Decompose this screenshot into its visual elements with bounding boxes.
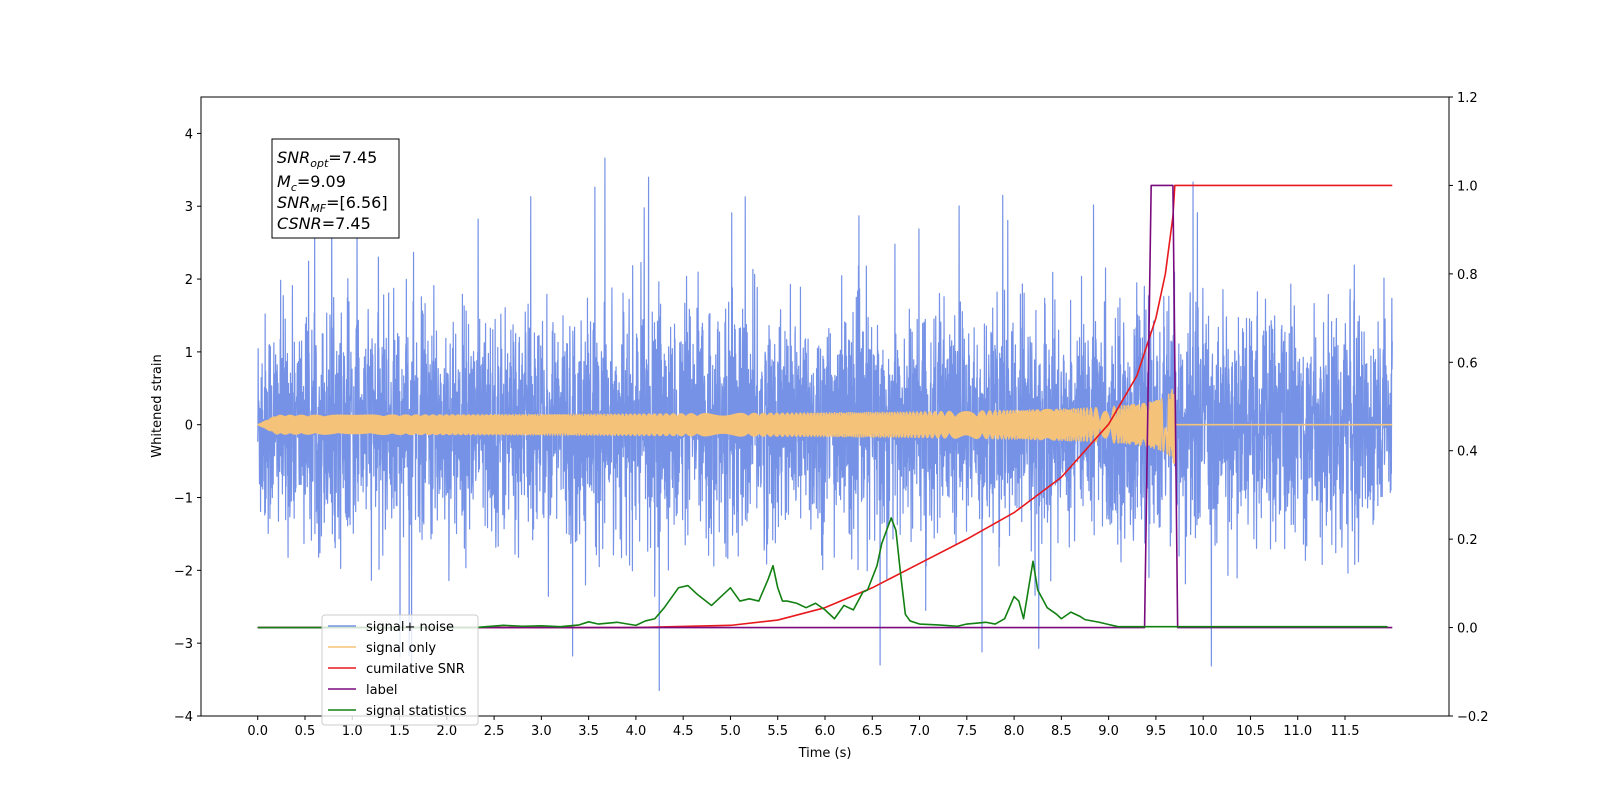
legend-entry: label bbox=[366, 683, 397, 698]
annotation-value: =9.09 bbox=[297, 172, 346, 191]
y-left-tick-label: 1 bbox=[185, 346, 193, 361]
series-line-1 bbox=[257, 388, 1393, 464]
x-tick-label: 3.5 bbox=[578, 724, 599, 739]
legend-frame bbox=[321, 614, 479, 726]
annotation-line-csnr: CSNR=7.45 bbox=[277, 214, 371, 233]
series-line-3 bbox=[257, 184, 1393, 629]
y-left-tick-label: 0 bbox=[185, 419, 193, 434]
y-right-tick-label: 0.2 bbox=[1457, 533, 1478, 548]
legend: signal+ noise signal only cumilative SNR la… bbox=[321, 614, 479, 726]
y-right-tick-label: 1.2 bbox=[1457, 91, 1478, 106]
legend-entry: cumilative SNR bbox=[366, 662, 465, 677]
series-line-2 bbox=[257, 184, 1393, 629]
x-tick-label: 9.5 bbox=[1146, 724, 1167, 739]
x-tick-label: 4.5 bbox=[673, 724, 694, 739]
y-axis-left: −4 −3 −2 −1 0 1 2 3 4 bbox=[174, 127, 201, 725]
annotation-value: =[6.56] bbox=[326, 193, 388, 212]
series-line-0 bbox=[257, 157, 1393, 692]
x-tick-label: 1.5 bbox=[389, 724, 410, 739]
annotation-base: SNR bbox=[277, 148, 310, 167]
y-right-tick-label: −0.2 bbox=[1457, 710, 1489, 725]
x-tick-label: 4.0 bbox=[626, 724, 647, 739]
y-left-tick-label: −4 bbox=[174, 710, 193, 725]
y-axis-label-left: Whitened strain bbox=[150, 354, 165, 457]
y-left-tick-label: 4 bbox=[185, 127, 193, 142]
x-tick-label: 2.0 bbox=[436, 724, 457, 739]
y-right-tick-label: 0.8 bbox=[1457, 268, 1478, 283]
annotation-value: =7.45 bbox=[328, 148, 377, 167]
x-tick-label: 10.0 bbox=[1189, 724, 1218, 739]
snr-annotation-box: SNRopt=7.45 Mc=9.09 SNRMF=[6.56] CSNR=7.… bbox=[271, 138, 400, 239]
x-tick-label: 6.0 bbox=[815, 724, 836, 739]
x-axis: 0.0 0.5 1.0 1.5 2.0 2.5 3.0 3.5 4.0 4.5 5.0 5.5 6.0 6… bbox=[247, 716, 1359, 739]
annotation-base: M bbox=[277, 172, 291, 191]
x-tick-label: 5.0 bbox=[720, 724, 741, 739]
legend-entry: signal only bbox=[366, 641, 436, 656]
annotation-frame bbox=[271, 138, 400, 239]
y-left-tick-label: −3 bbox=[174, 637, 193, 652]
y-right-tick-label: 0.4 bbox=[1457, 445, 1478, 460]
x-tick-label: 11.5 bbox=[1331, 724, 1360, 739]
x-tick-label: 2.5 bbox=[484, 724, 505, 739]
legend-entry: signal statistics bbox=[366, 704, 467, 719]
y-right-tick-label: 0.6 bbox=[1457, 356, 1478, 371]
annotation-line-snr-mf: SNRMF=[6.56] bbox=[277, 193, 388, 215]
legend-entry: signal+ noise bbox=[366, 620, 454, 635]
x-tick-label: 9.0 bbox=[1098, 724, 1119, 739]
annotation-value: =7.45 bbox=[322, 214, 371, 233]
series-line-4 bbox=[257, 517, 1388, 629]
x-tick-label: 3.0 bbox=[531, 724, 552, 739]
annotation-base: SNR bbox=[277, 193, 310, 212]
x-tick-label: 8.5 bbox=[1051, 724, 1072, 739]
y-left-tick-label: −2 bbox=[174, 564, 193, 579]
series-layer bbox=[257, 157, 1393, 692]
x-tick-label: 1.0 bbox=[342, 724, 363, 739]
annotation-line-mc: Mc=9.09 bbox=[277, 172, 346, 194]
x-tick-label: 8.0 bbox=[1004, 724, 1025, 739]
y-axis-right: −0.2 0.0 0.2 0.4 0.6 0.8 1.0 1.2 bbox=[1449, 91, 1489, 725]
y-right-tick-label: 0.0 bbox=[1457, 622, 1478, 637]
y-right-tick-label: 1.0 bbox=[1457, 179, 1478, 194]
x-tick-label: 0.5 bbox=[295, 724, 316, 739]
annotation-sub: MF bbox=[310, 202, 326, 215]
y-left-tick-label: 3 bbox=[185, 200, 193, 215]
x-tick-label: 11.0 bbox=[1283, 724, 1312, 739]
annotation-sub: c bbox=[291, 181, 297, 194]
y-left-tick-label: −1 bbox=[174, 492, 193, 507]
annotation-line-snr-opt: SNRopt=7.45 bbox=[277, 148, 377, 170]
annotation-base: CSNR bbox=[277, 214, 322, 233]
x-tick-label: 5.5 bbox=[767, 724, 788, 739]
x-tick-label: 10.5 bbox=[1236, 724, 1265, 739]
x-axis-label: Time (s) bbox=[798, 746, 852, 761]
x-tick-label: 7.5 bbox=[956, 724, 977, 739]
annotation-sub: opt bbox=[310, 157, 329, 170]
y-left-tick-label: 2 bbox=[185, 273, 193, 288]
x-tick-label: 7.0 bbox=[909, 724, 930, 739]
x-tick-label: 0.0 bbox=[247, 724, 268, 739]
x-tick-label: 6.5 bbox=[862, 724, 883, 739]
